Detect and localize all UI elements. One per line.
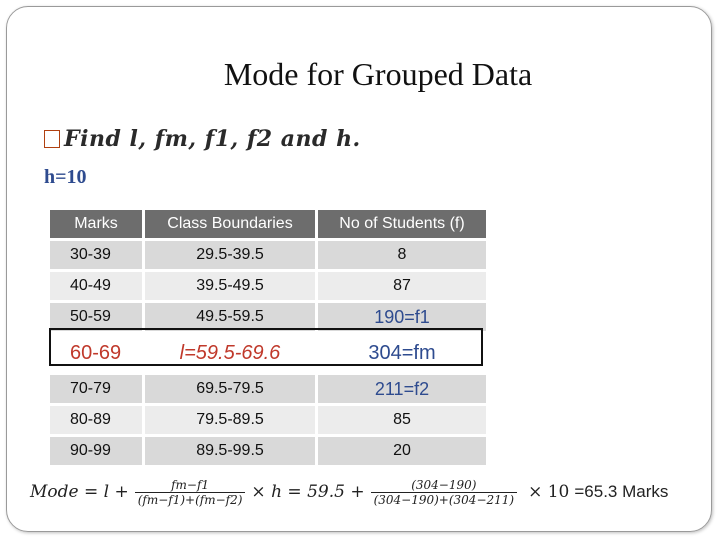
missing-glyph-bullet-icon — [44, 130, 60, 148]
cell-marks: 30-39 — [50, 239, 145, 272]
table-row: 30-39 29.5-39.5 8 — [50, 239, 489, 272]
table-row: 40-49 39.5-49.5 87 — [50, 270, 489, 303]
cell-marks: 80-89 — [50, 404, 145, 437]
frequency-table: Marks Class Boundaries No of Students (f… — [50, 210, 489, 468]
fraction-denominator: (fm−f1)+(fm−f2) — [134, 491, 246, 507]
cell-frequency: 85 — [316, 404, 489, 437]
cell-boundary: 29.5-39.5 — [143, 239, 318, 272]
table-row: 70-79 69.5-79.5 211=f2 — [50, 373, 489, 406]
cell-modal-boundary: l=59.5-69.6 — [143, 332, 318, 375]
bullet-line: Find l, fm, f1, f2 and h. — [44, 126, 361, 162]
header-no-of-students: No of Students (f) — [316, 210, 489, 241]
formula-fraction-general: fm−f1 (fm−f1)+(fm−f2) — [134, 477, 246, 507]
slide-frame — [6, 6, 712, 532]
cell-frequency-f2: 211=f2 — [316, 373, 489, 406]
formula-times-h: × h = 59.5 + — [251, 482, 365, 502]
cell-marks: 70-79 — [50, 373, 145, 406]
cell-frequency: 20 — [316, 435, 489, 468]
cell-marks: 40-49 — [50, 270, 145, 303]
table-row: 90-99 89.5-99.5 20 — [50, 435, 489, 468]
bullet-text: Find l, fm, f1, f2 and h. — [64, 126, 361, 152]
header-class-boundaries: Class Boundaries — [143, 210, 318, 241]
table-row: 80-89 79.5-89.5 85 — [50, 404, 489, 437]
cell-boundary: 49.5-59.5 — [143, 301, 318, 334]
cell-boundary: 69.5-79.5 — [143, 373, 318, 406]
cell-boundary: 89.5-99.5 — [143, 435, 318, 468]
cell-marks: 50-59 — [50, 301, 145, 334]
table-row: 50-59 49.5-59.5 190=f1 — [50, 301, 489, 334]
formula-result: =65.3 Marks — [574, 482, 669, 501]
cell-boundary: 79.5-89.5 — [143, 404, 318, 437]
cell-frequency-fm: 304=fm — [316, 332, 489, 375]
cell-boundary: 39.5-49.5 — [143, 270, 318, 303]
mode-formula: Mode = l + fm−f1 (fm−f1)+(fm−f2) × h = 5… — [30, 470, 668, 514]
cell-frequency: 87 — [316, 270, 489, 303]
fraction-denominator: (304−190)+(304−211) — [370, 491, 518, 507]
cell-modal-class: 60-69 — [50, 332, 145, 375]
formula-lhs: Mode = l + — [30, 482, 129, 502]
formula-times-10: × 10 — [528, 482, 570, 502]
table-header-row: Marks Class Boundaries No of Students (f… — [50, 210, 489, 241]
fraction-numerator: (304−190) — [411, 477, 477, 492]
cell-frequency: 8 — [316, 239, 489, 272]
cell-frequency-f1: 190=f1 — [316, 301, 489, 334]
cell-marks: 90-99 — [50, 435, 145, 468]
class-width-text: h=10 — [44, 166, 87, 188]
header-marks: Marks — [50, 210, 145, 241]
slide-title: Mode for Grouped Data — [223, 56, 533, 92]
fraction-numerator: fm−f1 — [171, 477, 210, 492]
formula-fraction-values: (304−190) (304−190)+(304−211) — [370, 477, 518, 507]
modal-class-row: 60-69 l=59.5-69.6 304=fm — [50, 332, 489, 375]
